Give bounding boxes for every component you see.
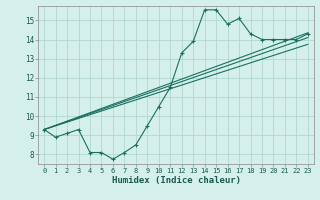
X-axis label: Humidex (Indice chaleur): Humidex (Indice chaleur) — [111, 176, 241, 185]
